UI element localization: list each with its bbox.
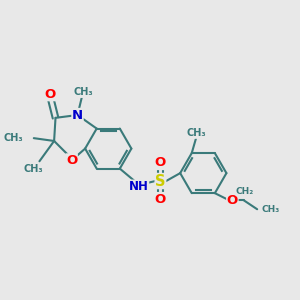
Text: CH₃: CH₃: [186, 128, 206, 138]
Text: O: O: [66, 154, 77, 167]
Text: CH₂: CH₂: [236, 187, 254, 196]
Text: N: N: [72, 109, 83, 122]
Text: O: O: [227, 194, 238, 207]
Text: CH₃: CH₃: [73, 88, 93, 98]
Text: O: O: [155, 157, 166, 169]
Text: NH: NH: [129, 180, 149, 193]
Text: CH₃: CH₃: [4, 133, 23, 143]
Text: CH₃: CH₃: [261, 205, 280, 214]
Text: S: S: [155, 173, 166, 188]
Text: O: O: [44, 88, 56, 101]
Text: CH₃: CH₃: [24, 164, 44, 174]
Text: O: O: [155, 193, 166, 206]
